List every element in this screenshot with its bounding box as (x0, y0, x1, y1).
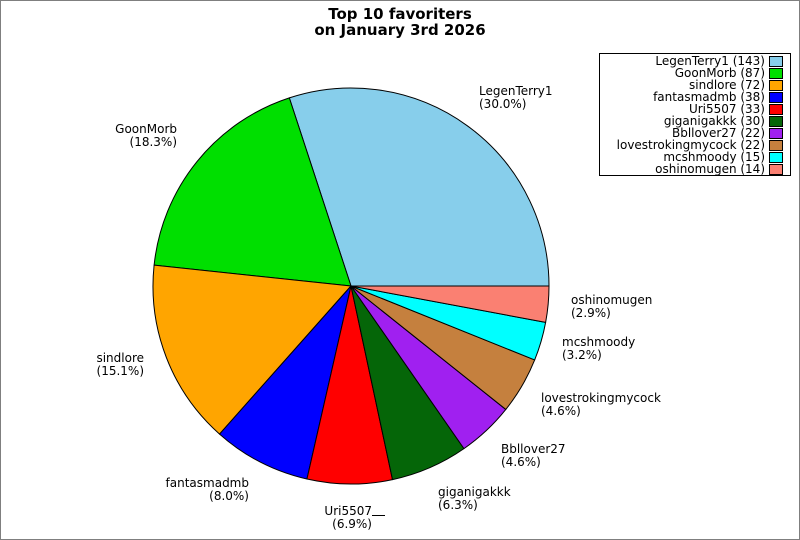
slice-label-LegenTerry1: LegenTerry1 (30.0%) (479, 85, 553, 110)
legend-item-label: mcshmoody (15) (663, 150, 765, 164)
legend-item-sindlore: sindlore (72) (603, 79, 783, 91)
slice-label-percent: (15.1%) (96, 363, 144, 378)
slice-label-name: LegenTerry1 (479, 84, 553, 98)
legend-item-Bbllover27: Bbllover27 (22) (603, 127, 783, 139)
slice-label-lovestrokingmycock: lovestrokingmycock (4.6%) (541, 392, 661, 417)
slice-label-Bbllover27: Bbllover27 (4.6%) (501, 443, 566, 468)
legend-item-label: Bbllover27 (22) (672, 126, 765, 140)
slice-label-oshinomugen: oshinomugen (2.9%) (571, 294, 652, 319)
legend-swatch (769, 127, 783, 139)
slice-label-percent: (30.0%) (479, 96, 527, 111)
pie-slice-GoonMorb (153, 97, 352, 287)
legend-item-label: Uri5507 (33) (688, 102, 765, 116)
legend-swatch (769, 139, 783, 151)
legend-item-oshinomugen: oshinomugen (14) (603, 163, 783, 175)
slice-label-percent: (6.3%) (438, 497, 478, 512)
slice-label-percent: (8.0%) (209, 488, 249, 503)
label-leader-dash (372, 515, 385, 516)
legend-item-mcshmoody: mcshmoody (15) (603, 151, 783, 163)
legend-swatch (769, 163, 783, 175)
slice-label-percent: (4.6%) (541, 403, 581, 418)
legend-item-label: GoonMorb (87) (674, 66, 765, 80)
pie-slice-oshinomugen (350, 285, 550, 323)
legend-swatch (769, 103, 783, 115)
legend-item-lovestrokingmycock: lovestrokingmycock (22) (603, 139, 783, 151)
legend-item-label: lovestrokingmycock (22) (616, 138, 765, 152)
legend-item-label: giganigakkk (30) (663, 114, 765, 128)
slice-label-name: lovestrokingmycock (541, 391, 661, 405)
slice-label-name: giganigakkk (438, 485, 511, 499)
chart-title: Top 10 favoriters on January 3rd 2026 (1, 6, 799, 38)
legend-swatch (769, 55, 783, 67)
slice-label-GoonMorb: GoonMorb (18.3%) (115, 123, 177, 148)
slice-label-name: GoonMorb (115, 122, 177, 136)
legend-swatch (769, 67, 783, 79)
pie-slice-LegenTerry1 (288, 87, 550, 287)
slice-label-fantasmadmb: fantasmadmb (8.0%) (166, 477, 249, 502)
slice-label-name: fantasmadmb (165, 476, 249, 490)
slice-label-Uri5507: Uri5507 (6.9%) (324, 505, 372, 530)
legend-item-label: fantasmadmb (38) (653, 90, 765, 104)
legend-swatch (769, 79, 783, 91)
slice-label-mcshmoody: mcshmoody (3.2%) (562, 336, 635, 361)
legend-item-fantasmadmb: fantasmadmb (38) (603, 91, 783, 103)
chart-title-line2: on January 3rd 2026 (314, 21, 486, 39)
slice-label-percent: (18.3%) (129, 134, 177, 149)
slice-label-name: Bbllover27 (501, 442, 566, 456)
legend-box: LegenTerry1 (143) GoonMorb (87) sindlore (… (599, 53, 791, 176)
slice-label-name: oshinomugen (571, 293, 653, 307)
slice-label-name: mcshmoody (562, 335, 636, 349)
legend-item-Uri5507: Uri5507 (33) (603, 103, 783, 115)
slice-label-sindlore: sindlore (15.1%) (96, 352, 144, 377)
slice-label-percent: (3.2%) (562, 347, 602, 362)
pie-slice-fantasmadmb (219, 285, 352, 480)
slice-label-percent: (2.9%) (571, 305, 611, 320)
slice-label-giganigakkk: giganigakkk (6.3%) (438, 486, 511, 511)
legend-item-label: sindlore (72) (689, 78, 765, 92)
legend-item-LegenTerry1: LegenTerry1 (143) (603, 55, 783, 67)
slice-label-name: Uri5507 (324, 504, 372, 518)
legend-swatch (769, 115, 783, 127)
pie-slice-sindlore (152, 264, 352, 435)
slice-label-name: sindlore (96, 351, 144, 365)
legend-item-label: LegenTerry1 (143) (655, 54, 765, 68)
legend-item-giganigakkk: giganigakkk (30) (603, 115, 783, 127)
legend-swatch (769, 91, 783, 103)
legend-swatch (769, 151, 783, 163)
slice-label-percent: (6.9%) (332, 516, 372, 531)
legend-item-label: oshinomugen (14) (655, 162, 765, 176)
chart-title-line1: Top 10 favoriters (328, 5, 472, 23)
legend-item-GoonMorb: GoonMorb (87) (603, 67, 783, 79)
slice-label-percent: (4.6%) (501, 454, 541, 469)
